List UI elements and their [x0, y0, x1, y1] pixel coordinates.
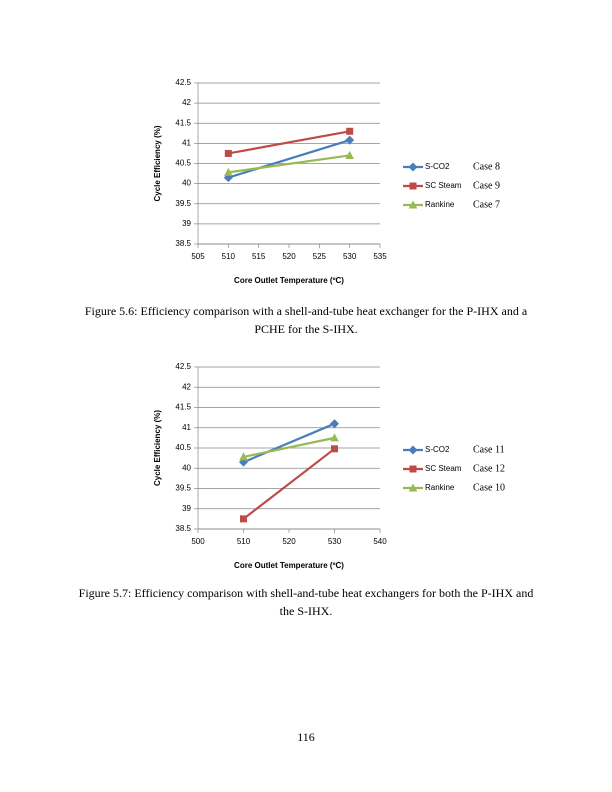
- y-tick-label: 38.5: [175, 524, 191, 533]
- legend-label: Rankine: [425, 200, 455, 209]
- y-tick-label: 39: [182, 504, 191, 513]
- legend-label: S-CO2: [425, 445, 450, 454]
- y-tick-label: 41.5: [175, 403, 191, 412]
- legend-marker: [408, 162, 418, 172]
- legend-marker: [408, 483, 418, 492]
- x-tick-label: 530: [343, 252, 357, 261]
- x-tick-label: 525: [313, 252, 327, 261]
- legend-label: Rankine: [425, 483, 455, 492]
- marker: [329, 419, 340, 429]
- y-tick-label: 39.5: [175, 484, 191, 493]
- y-tick-label: 42: [182, 98, 191, 107]
- x-tick-label: 515: [252, 252, 266, 261]
- marker: [224, 149, 232, 157]
- y-tick-label: 38.5: [175, 239, 191, 248]
- x-tick-label: 520: [282, 537, 296, 546]
- legend-marker: [408, 200, 418, 209]
- y-tick-label: 39.5: [175, 199, 191, 208]
- page-number: 116: [297, 730, 315, 744]
- y-tick-label: 40: [182, 463, 191, 472]
- y-tick-label: 40.5: [175, 159, 191, 168]
- legend-label: SC Steam: [425, 464, 462, 473]
- y-tick-label: 42.5: [175, 78, 191, 87]
- marker: [331, 445, 338, 453]
- marker: [345, 135, 355, 145]
- marker: [223, 167, 233, 176]
- x-tick-label: 505: [191, 252, 205, 261]
- series-line: [228, 130, 350, 155]
- legend-marker: [409, 182, 417, 190]
- legend-note: Case 7: [473, 199, 500, 210]
- y-tick-label: 40.5: [175, 443, 191, 452]
- x-tick-label: 510: [237, 537, 251, 546]
- legend-label: SC Steam: [425, 181, 462, 190]
- y-tick-label: 39: [182, 219, 191, 228]
- x-axis-title: Core Outlet Temperature (ºC): [234, 561, 344, 570]
- legend-marker: [408, 445, 418, 455]
- marker: [345, 150, 355, 159]
- y-tick-label: 42: [182, 382, 191, 391]
- marker: [240, 515, 247, 523]
- series-line: [243, 436, 335, 458]
- y-tick-label: 41.5: [175, 118, 191, 127]
- series-line: [243, 422, 335, 464]
- y-tick-label: 41: [182, 138, 191, 147]
- y-tick-label: 41: [182, 423, 191, 432]
- x-tick-label: 540: [373, 537, 387, 546]
- x-tick-label: 520: [282, 252, 296, 261]
- legend-marker: [409, 465, 417, 473]
- legend-note: Case 9: [473, 180, 500, 191]
- marker: [346, 127, 354, 135]
- marker: [330, 433, 339, 442]
- y-axis-title: Cycle Efficiency (%): [153, 410, 162, 486]
- x-tick-label: 510: [222, 252, 236, 261]
- series-line: [242, 447, 336, 520]
- marker: [239, 452, 248, 461]
- x-tick-label: 530: [328, 537, 342, 546]
- y-axis-title: Cycle Efficiency (%): [153, 125, 162, 201]
- legend-note: Case 12: [473, 463, 505, 474]
- legend-note: Case 8: [473, 161, 500, 172]
- legend-note: Case 11: [473, 444, 505, 455]
- series-line: [228, 154, 350, 174]
- legend-label: S-CO2: [425, 162, 450, 171]
- y-tick-label: 40: [182, 179, 191, 188]
- legend-note: Case 10: [473, 482, 505, 493]
- figure-caption: Figure 5.7: Efficiency comparison with s…: [78, 586, 534, 618]
- y-tick-label: 42.5: [175, 362, 191, 371]
- figure-caption: Figure 5.6: Efficiency comparison with a…: [84, 304, 528, 336]
- x-axis-title: Core Outlet Temperature (ºC): [234, 276, 344, 285]
- x-tick-label: 500: [191, 537, 205, 546]
- series-line: [228, 139, 350, 179]
- x-tick-label: 535: [373, 252, 387, 261]
